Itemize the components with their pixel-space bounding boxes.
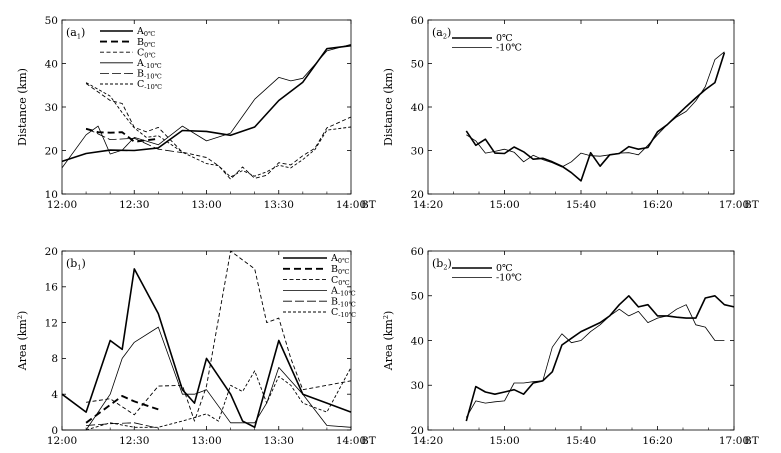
y-tick-label: 50 bbox=[45, 15, 58, 27]
x-tick-label: 15:00 bbox=[489, 435, 519, 447]
y-tick-label: 60 bbox=[411, 246, 424, 258]
y-axis-label: Distance (km) bbox=[382, 68, 395, 146]
legend-entry: -10℃ bbox=[496, 43, 522, 54]
x-tick-label: 12:00 bbox=[47, 199, 77, 211]
series-line-b0 bbox=[85, 395, 159, 424]
panel-label: (b2) bbox=[432, 257, 452, 272]
x-tick-label: 15:00 bbox=[489, 199, 519, 211]
x-tick-label: 14:00 bbox=[336, 435, 366, 447]
series-line-b10 bbox=[85, 127, 183, 154]
x-tick-label: 16:20 bbox=[642, 435, 672, 447]
series-line-b0 bbox=[85, 127, 159, 143]
legend-entry: B-10℃ bbox=[331, 296, 356, 308]
series-line-0 bbox=[465, 52, 726, 182]
legend-entry: C0℃ bbox=[137, 47, 156, 59]
legend-entry: C-10℃ bbox=[137, 79, 162, 91]
x-tick-label: 13:30 bbox=[264, 435, 294, 447]
panel-label: (b1) bbox=[66, 257, 86, 272]
y-tick-label: 12 bbox=[45, 317, 58, 329]
series-line-a10 bbox=[61, 44, 352, 169]
y-axis-label: Distance (km) bbox=[16, 68, 29, 146]
y-tick-label: 30 bbox=[45, 102, 58, 114]
series-line-a0 bbox=[61, 44, 352, 163]
y-tick-label: 40 bbox=[45, 58, 58, 70]
y-tick-label: 8 bbox=[51, 353, 58, 365]
series-line-c0 bbox=[85, 83, 352, 180]
y-tick-label: 16 bbox=[45, 282, 59, 294]
x-tick-label: 12:00 bbox=[47, 435, 77, 447]
x-axis-unit: BT bbox=[361, 199, 376, 211]
plot-frame bbox=[61, 19, 352, 195]
x-tick-label: 14:20 bbox=[413, 435, 443, 447]
y-tick-label: 30 bbox=[411, 380, 424, 392]
legend-entry: A0℃ bbox=[330, 253, 349, 265]
x-tick-label: 13:00 bbox=[191, 435, 221, 447]
x-tick-label: 14:00 bbox=[336, 199, 366, 211]
legend-entry: A0℃ bbox=[136, 26, 155, 38]
panel-label: (a2) bbox=[432, 26, 451, 41]
series-line-10 bbox=[465, 304, 725, 418]
y-tick-label: 10 bbox=[45, 189, 58, 201]
plot-frame bbox=[427, 19, 735, 195]
y-axis-label: Area (km2) bbox=[382, 311, 395, 372]
x-tick-label: 16:20 bbox=[642, 199, 672, 211]
x-tick-label: 14:20 bbox=[413, 199, 443, 211]
series-line-c10 bbox=[85, 82, 352, 178]
series-line-a0 bbox=[61, 268, 352, 429]
x-tick-label: 12:30 bbox=[119, 199, 149, 211]
y-tick-label: 40 bbox=[411, 102, 424, 114]
series-line-b10 bbox=[86, 422, 159, 429]
legend-entry: 0℃ bbox=[496, 33, 513, 44]
series-line-a10 bbox=[62, 326, 352, 431]
legend-entry: A-10℃ bbox=[330, 286, 356, 298]
legend-entry: C-10℃ bbox=[331, 307, 356, 319]
y-tick-label: 20 bbox=[45, 246, 58, 258]
series-line-c10 bbox=[85, 367, 352, 431]
y-tick-label: 0 bbox=[51, 425, 58, 437]
series-line-c0 bbox=[86, 250, 352, 422]
x-tick-label: 15:40 bbox=[566, 435, 596, 447]
y-tick-label: 40 bbox=[411, 335, 424, 347]
series-line-0 bbox=[465, 294, 735, 422]
panel-label: (a1) bbox=[66, 26, 85, 41]
x-tick-label: 17:00 bbox=[719, 199, 749, 211]
legend-entry: C0℃ bbox=[331, 275, 350, 287]
legend-entry: -10℃ bbox=[496, 273, 522, 284]
y-tick-label: 20 bbox=[411, 189, 424, 201]
y-tick-label: 20 bbox=[411, 425, 424, 437]
y-tick-label: 4 bbox=[51, 389, 58, 401]
legend-entry: B0℃ bbox=[137, 37, 155, 49]
y-tick-label: 50 bbox=[411, 58, 424, 70]
x-tick-label: 15:40 bbox=[566, 199, 596, 211]
x-tick-label: 13:00 bbox=[191, 199, 221, 211]
y-axis-label: Area (km2) bbox=[16, 311, 29, 372]
legend-entry: A-10℃ bbox=[136, 58, 162, 70]
plot-frame bbox=[61, 250, 352, 431]
x-tick-label: 12:30 bbox=[119, 435, 149, 447]
y-tick-label: 30 bbox=[411, 145, 424, 157]
y-tick-label: 50 bbox=[411, 291, 424, 303]
y-tick-label: 20 bbox=[45, 145, 58, 157]
x-axis-unit: BT bbox=[744, 435, 759, 447]
legend-entry: B-10℃ bbox=[137, 69, 162, 81]
x-tick-label: 13:30 bbox=[264, 199, 294, 211]
x-axis-unit: BT bbox=[744, 199, 759, 211]
x-axis-unit: BT bbox=[361, 435, 376, 447]
y-tick-label: 60 bbox=[411, 15, 424, 27]
series-line-10 bbox=[466, 51, 725, 168]
x-tick-label: 17:00 bbox=[719, 435, 749, 447]
legend-entry: 0℃ bbox=[496, 263, 513, 274]
legend-entry: B0℃ bbox=[331, 264, 349, 276]
